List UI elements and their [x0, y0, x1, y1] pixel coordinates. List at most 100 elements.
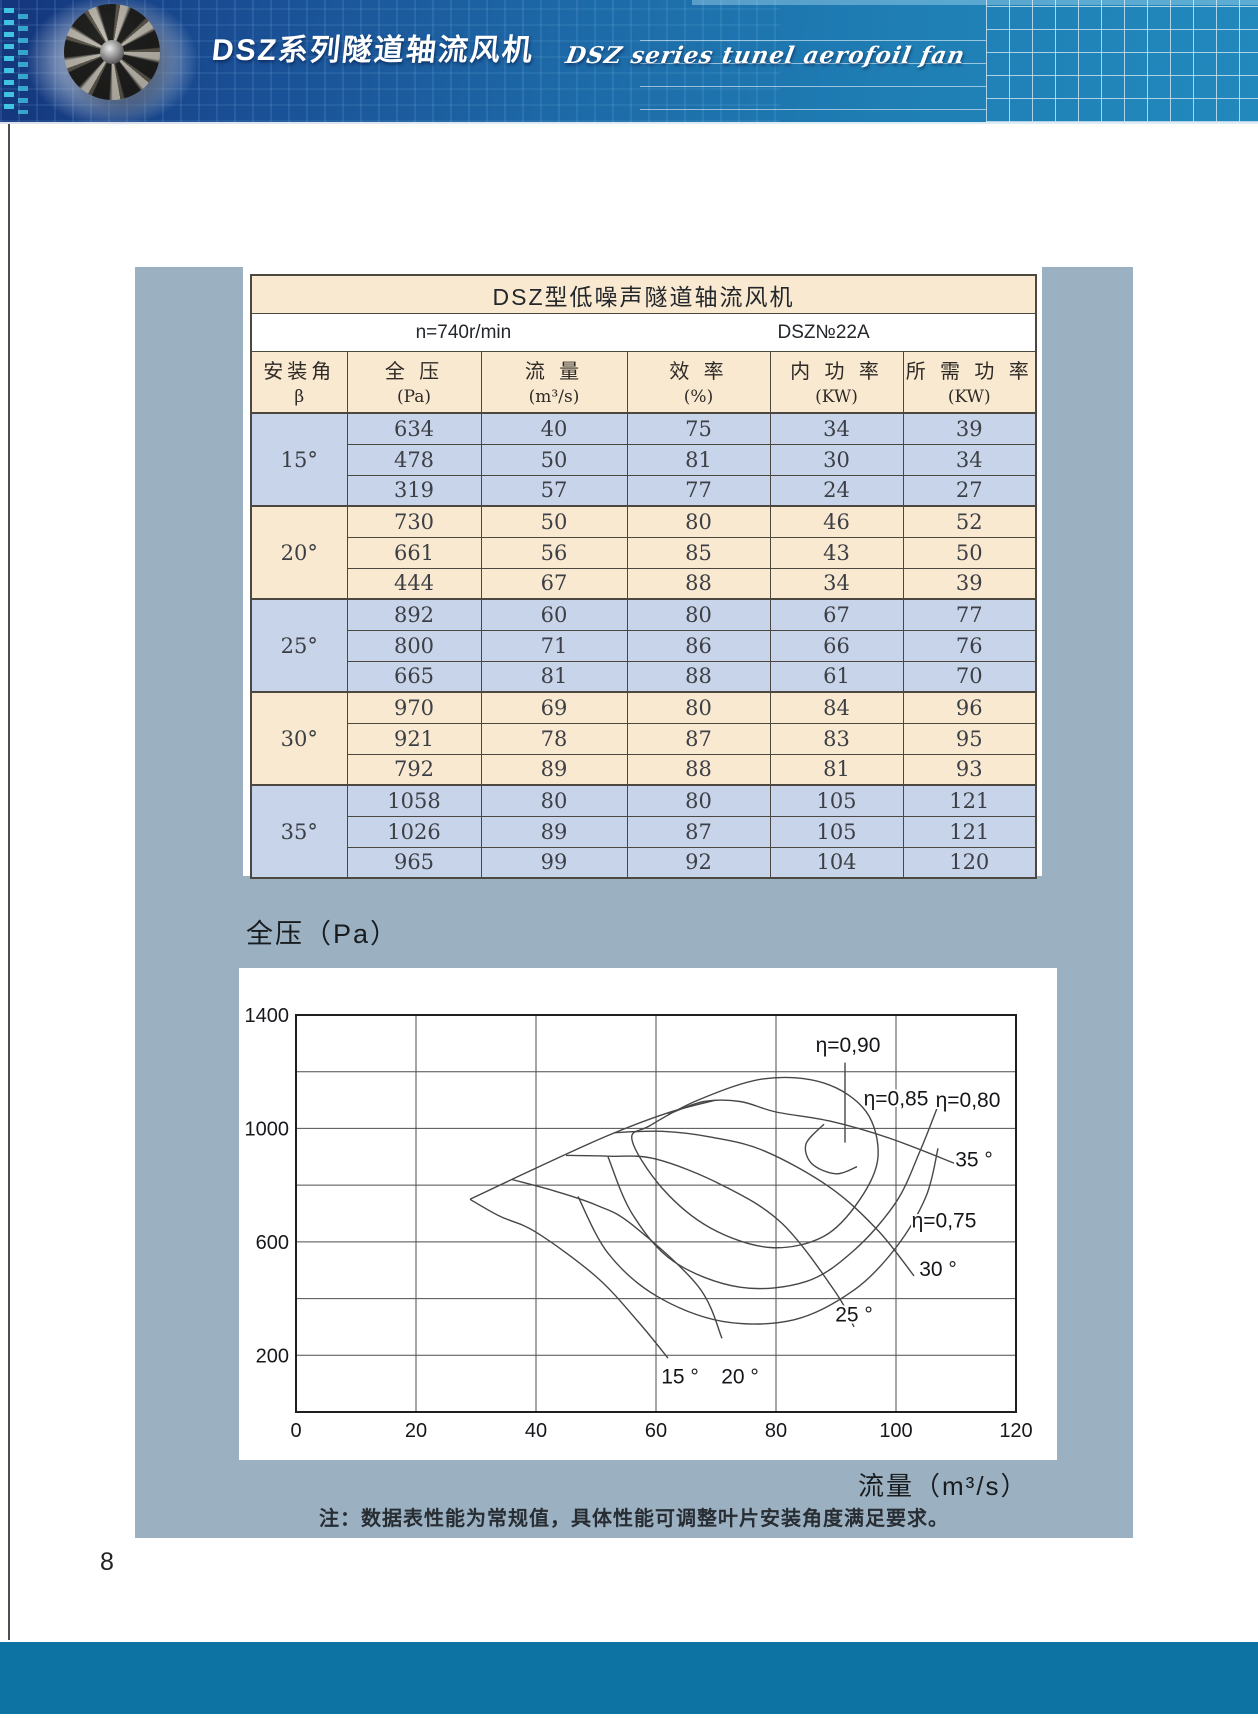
table-cell: 104 — [769, 846, 904, 879]
column-header: 全 压 (Pa) — [346, 351, 482, 414]
table-cell: 40 — [480, 412, 628, 445]
table-cell: 71 — [480, 629, 628, 662]
tick-labels: 1400 1000 600 200 0 20 40 60 80 100 120 — [245, 1005, 1033, 1442]
banner-line-decoration — [640, 86, 986, 87]
table-cell: 46 — [769, 505, 904, 538]
banner-line-decoration — [640, 63, 986, 64]
table-row: 921 78 87 83 95 — [251, 722, 1037, 755]
efficiency-label: η=0,85 — [864, 1088, 929, 1111]
table-cell: 83 — [769, 722, 904, 755]
table-cell: 120 — [902, 846, 1037, 879]
efficiency-label: η=0,80 — [936, 1089, 1001, 1112]
performance-chart: 1400 1000 600 200 0 20 40 60 80 100 120 15 ° 20 ° 25 … — [245, 1005, 1033, 1442]
fan-curve-20° — [511, 1178, 723, 1339]
table-cell: 319 — [346, 474, 482, 507]
table-cell: 892 — [346, 598, 482, 631]
table-cell: 70 — [902, 660, 1037, 693]
table-cell: 105 — [769, 815, 904, 848]
table-cell: 85 — [626, 536, 771, 569]
graph-grid-decoration — [986, 0, 1258, 122]
table-cell: 86 — [626, 629, 771, 662]
table-cell: 56 — [480, 536, 628, 569]
table-cell: 87 — [626, 722, 771, 755]
banner-line-decoration — [640, 109, 986, 110]
table-row: 20° 730 50 80 46 52 — [250, 505, 1037, 600]
column-label: 全 压 — [384, 359, 444, 383]
column-unit: β — [294, 387, 305, 407]
column-label: 所 需 功 率 — [905, 359, 1033, 383]
table-row: 35° 1058 80 80 105 121 — [250, 784, 1037, 879]
page-number: 8 — [100, 1548, 114, 1576]
table-cell: 50 — [902, 536, 1037, 569]
table-cell: 1058 — [346, 784, 482, 817]
surge-envelope-line — [469, 1099, 717, 1200]
fan-glow — [22, 0, 202, 130]
efficiency-contour — [804, 1123, 858, 1175]
table-cell: 67 — [769, 598, 904, 631]
table-cell: 444 — [346, 567, 482, 600]
table-cell: 84 — [769, 691, 904, 724]
column-header: 效 率 (%) — [626, 351, 771, 414]
page-left-border — [8, 124, 10, 1640]
fan-curve-30° — [613, 1130, 915, 1277]
column-unit: (KW) — [947, 387, 991, 407]
table-row: 800 71 86 66 76 — [251, 629, 1037, 662]
table-cell: 800 — [346, 629, 482, 662]
table-row: 444 67 88 34 39 — [251, 567, 1037, 600]
column-header: 安装角 β — [250, 351, 348, 414]
column-header: 流 量 (m³/s) — [480, 351, 628, 414]
table-row: 15° 634 40 75 34 39 — [250, 412, 1037, 507]
table-cell: 34 — [769, 567, 904, 600]
table-cell: 75 — [626, 412, 771, 445]
table-cell: 96 — [902, 691, 1037, 724]
table-row: 30° 970 69 80 84 96 — [250, 691, 1037, 786]
performance-table: DSZ型低噪声隧道轴流风机 n=740r/min DSZ№22A 安装角 β 全 压 (Pa… — [250, 274, 1037, 879]
table-row: 665 81 88 61 70 — [251, 660, 1037, 693]
table-cell: 81 — [626, 443, 771, 476]
curve-label-15°: 15 ° — [661, 1366, 699, 1389]
fan-speed-value: n=740r/min — [415, 321, 512, 343]
footnote: 注：数据表性能为常规值，具体性能可调整叶片安装角度满足要求。 — [319, 1508, 949, 1530]
table-header-row: 安装角 β 全 压 (Pa) 流 量 (m³/s) 效 率 (%) 内 功 率 (KW) 所 需 功… — [250, 351, 1037, 414]
table-cell: 50 — [480, 443, 628, 476]
table-cell: 30 — [769, 443, 904, 476]
column-label: 流 量 — [524, 359, 584, 383]
footer-bar — [0, 1642, 1258, 1714]
table-cell: 77 — [902, 598, 1037, 631]
table-cell: 1026 — [346, 815, 482, 848]
angle-cell: 20° — [250, 505, 348, 600]
table-row: 319 57 77 24 27 — [251, 474, 1037, 507]
fan-model-value: DSZ№22A — [777, 321, 870, 343]
table-row: 965 99 92 104 120 — [251, 846, 1037, 879]
table-cell: 93 — [902, 753, 1037, 786]
y-tick-label: 1000 — [245, 1118, 290, 1140]
banner-title-english: DSZ series tunel aerofoil fan — [563, 42, 968, 69]
chart-x-axis-title: 流量（m³/s） — [858, 1471, 1029, 1501]
table-cell: 60 — [480, 598, 628, 631]
table-cell: 77 — [626, 474, 771, 507]
y-tick-label: 200 — [256, 1345, 289, 1367]
table-cell: 27 — [902, 474, 1037, 507]
table-cell: 67 — [480, 567, 628, 600]
table-cell: 24 — [769, 474, 904, 507]
table-subtitle: n=740r/min DSZ№22A — [250, 313, 1037, 352]
table-title-row: DSZ型低噪声隧道轴流风机 — [250, 274, 1037, 314]
table-cell: 81 — [480, 660, 628, 693]
table-cell: 921 — [346, 722, 482, 755]
table-row: 792 89 88 81 93 — [251, 753, 1037, 786]
angle-cell: 25° — [250, 598, 348, 693]
table-cell: 88 — [626, 567, 771, 600]
table-cell: 478 — [346, 443, 482, 476]
table-cell: 105 — [769, 784, 904, 817]
column-unit: (m³/s) — [528, 387, 580, 407]
x-tick-label: 40 — [525, 1420, 547, 1442]
fan-curve-15° — [469, 1198, 669, 1359]
table-cell: 634 — [346, 412, 482, 445]
table-cell: 80 — [626, 784, 771, 817]
column-label: 效 率 — [669, 359, 728, 383]
table-cell: 81 — [769, 753, 904, 786]
table-container: DSZ型低噪声隧道轴流风机 n=740r/min DSZ№22A 安装角 β 全 压 (Pa… — [243, 267, 1042, 879]
banner-title-chinese: DSZ系列隧道轴流风机 — [210, 34, 536, 67]
x-tick-label: 80 — [765, 1420, 787, 1442]
table-cell: 39 — [902, 412, 1037, 445]
